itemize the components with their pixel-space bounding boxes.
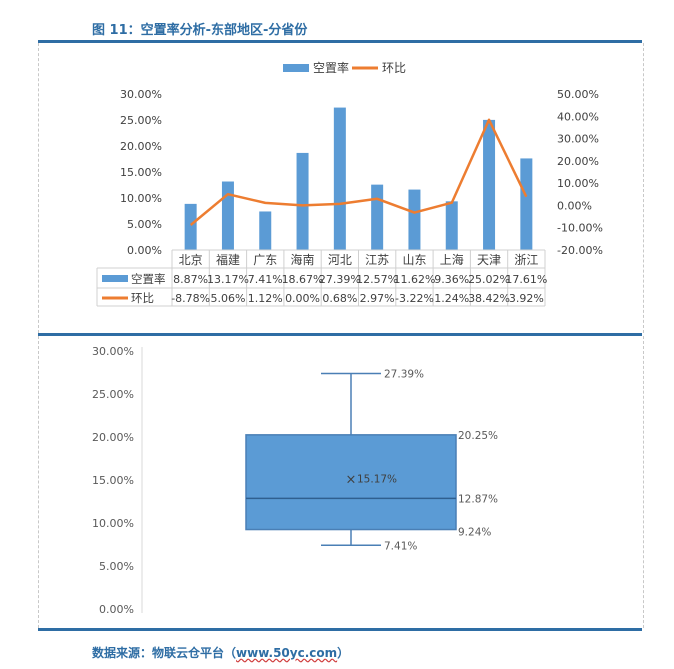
table-cell: 13.17% bbox=[207, 273, 249, 286]
source-url: www.50yc.com bbox=[236, 646, 338, 660]
combo-chart-panel bbox=[38, 43, 644, 333]
table-cell: 1.24% bbox=[434, 292, 469, 305]
left-axis-tick-label: 5.00% bbox=[127, 218, 162, 231]
table-cell: 2.97% bbox=[360, 292, 395, 305]
box-axis-tick-label: 30.00% bbox=[92, 345, 134, 358]
right-axis-tick-label: 40.00% bbox=[557, 110, 599, 123]
table-cell: 1.12% bbox=[248, 292, 283, 305]
source-note: 数据来源：物联云仓平台（www.50yc.com） bbox=[92, 644, 349, 661]
category-label: 河北 bbox=[328, 253, 352, 267]
table-row-header: 环比 bbox=[131, 291, 154, 305]
source-suffix: ） bbox=[337, 646, 350, 660]
right-axis-tick-label: -10.00% bbox=[557, 222, 603, 235]
bar-河北 bbox=[333, 107, 346, 251]
right-axis-tick-label: 0.00% bbox=[557, 199, 592, 212]
table-cell: 25.02% bbox=[468, 273, 510, 286]
table-cell: 38.42% bbox=[468, 292, 510, 305]
box-axis-tick-label: 10.00% bbox=[92, 517, 134, 530]
category-label: 海南 bbox=[291, 252, 315, 267]
left-axis-tick-label: 25.00% bbox=[120, 114, 162, 127]
table-cell: 12.57% bbox=[356, 273, 398, 286]
legend-bar-label: 空置率 bbox=[313, 60, 349, 75]
bar-上海 bbox=[445, 201, 458, 250]
bar-海南 bbox=[296, 152, 309, 250]
right-axis-tick-label: 20.00% bbox=[557, 155, 599, 168]
category-label: 上海 bbox=[440, 252, 464, 267]
left-axis-tick-label: 30.00% bbox=[120, 88, 162, 101]
table-cell: 0.00% bbox=[285, 292, 320, 305]
bar-天津 bbox=[483, 119, 496, 251]
mean-label: 15.17% bbox=[357, 474, 397, 486]
box-iqr bbox=[245, 434, 457, 531]
table-cell: 7.41% bbox=[248, 273, 283, 286]
box-axis-tick-label: 15.00% bbox=[92, 474, 134, 487]
table-cell: -3.22% bbox=[395, 292, 434, 305]
box-chart-panel bbox=[38, 336, 644, 628]
table-cell: 9.36% bbox=[434, 273, 469, 286]
category-label: 山东 bbox=[402, 253, 426, 267]
table-cell: -8.78% bbox=[171, 292, 210, 305]
right-axis-tick-label: 10.00% bbox=[557, 177, 599, 190]
legend-line-label: 环比 bbox=[382, 61, 406, 75]
table-cell: 17.61% bbox=[505, 273, 547, 286]
box-axis-tick-label: 0.00% bbox=[99, 603, 134, 616]
category-label: 江苏 bbox=[365, 253, 389, 267]
q3-label: 20.25% bbox=[458, 430, 498, 442]
min-label: 7.41% bbox=[384, 540, 417, 552]
table-cell: 8.87% bbox=[173, 273, 208, 286]
legend-bar-swatch bbox=[283, 64, 309, 72]
median-label: 12.87% bbox=[458, 493, 498, 505]
bar-北京 bbox=[184, 203, 197, 250]
table-cell: 5.06% bbox=[210, 292, 245, 305]
table-cell: 11.62% bbox=[393, 273, 435, 286]
q1-label: 9.24% bbox=[458, 527, 491, 539]
figure-title: 图 11：空置率分析-东部地区-分省份 bbox=[92, 23, 308, 38]
category-label: 福建 bbox=[216, 252, 240, 267]
category-label: 天津 bbox=[477, 253, 501, 267]
box-axis-tick-label: 5.00% bbox=[99, 560, 134, 573]
bar-山东 bbox=[408, 189, 421, 250]
box-axis-tick-label: 20.00% bbox=[92, 431, 134, 444]
table-row-header: 空置率 bbox=[131, 272, 166, 286]
table-bar-swatch bbox=[102, 275, 128, 282]
right-axis-tick-label: 50.00% bbox=[557, 88, 599, 101]
category-label: 广东 bbox=[253, 253, 277, 267]
right-axis-tick-label: -20.00% bbox=[557, 244, 603, 257]
table-cell: 0.68% bbox=[322, 292, 357, 305]
category-label: 浙江 bbox=[514, 253, 538, 267]
category-label: 北京 bbox=[179, 253, 203, 267]
left-axis-tick-label: 20.00% bbox=[120, 140, 162, 153]
max-label: 27.39% bbox=[384, 368, 424, 380]
table-cell: 27.39% bbox=[319, 273, 361, 286]
left-axis-tick-label: 15.00% bbox=[120, 166, 162, 179]
table-cell: 3.92% bbox=[509, 292, 544, 305]
middle-rule bbox=[38, 333, 642, 336]
bar-江苏 bbox=[371, 184, 384, 250]
box-axis-tick-label: 25.00% bbox=[92, 388, 134, 401]
source-prefix: 数据来源：物联云仓平台（ bbox=[92, 646, 237, 660]
table-cell: 18.67% bbox=[282, 273, 324, 286]
line-series-环比 bbox=[189, 118, 528, 226]
bar-浙江 bbox=[520, 158, 533, 250]
left-axis-tick-label: 0.00% bbox=[127, 244, 162, 257]
top-rule bbox=[38, 40, 642, 43]
bar-福建 bbox=[221, 181, 234, 250]
left-axis-tick-label: 10.00% bbox=[120, 192, 162, 205]
mean-marker: × bbox=[346, 473, 357, 488]
bottom-rule bbox=[38, 628, 642, 631]
bar-广东 bbox=[259, 211, 272, 250]
right-axis-tick-label: 30.00% bbox=[557, 133, 599, 146]
